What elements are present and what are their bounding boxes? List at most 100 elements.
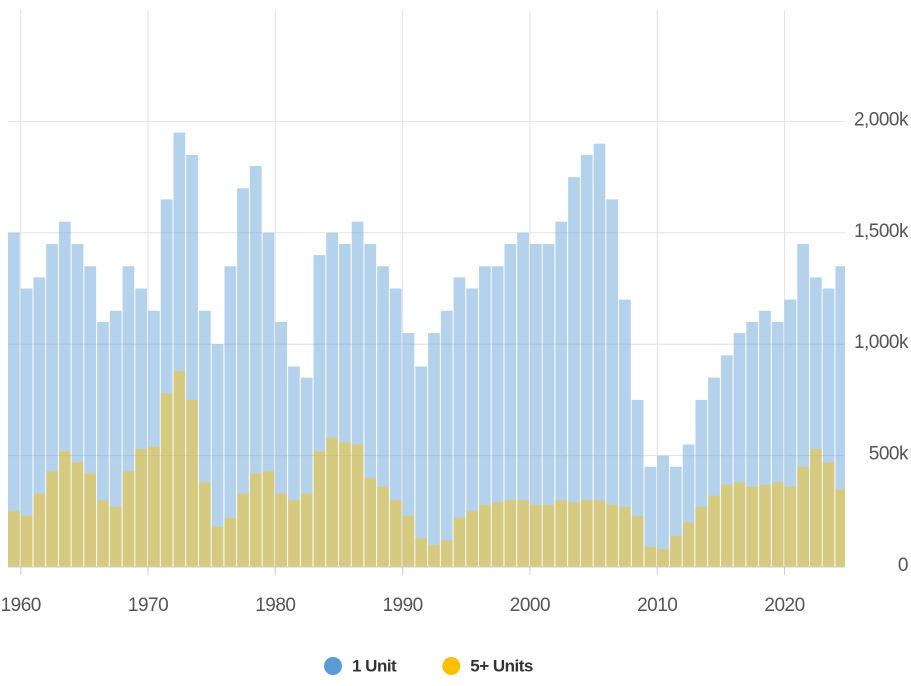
bar <box>20 288 33 567</box>
bar <box>313 451 326 567</box>
bar <box>759 310 771 567</box>
bar <box>97 321 109 567</box>
bar <box>580 154 593 567</box>
bar <box>657 549 669 567</box>
bar <box>275 321 288 567</box>
bar <box>313 255 326 567</box>
x-tick-label: 1960 <box>1 595 41 616</box>
bar <box>771 321 784 567</box>
bar <box>835 489 845 567</box>
bar <box>720 355 733 567</box>
bar <box>224 517 237 567</box>
bar <box>542 243 555 567</box>
bar <box>84 473 97 567</box>
bar <box>746 321 759 567</box>
bar <box>504 500 517 567</box>
bar <box>809 448 822 567</box>
bar <box>148 446 160 567</box>
bar <box>619 506 631 567</box>
bar <box>224 266 237 567</box>
bar <box>109 506 122 567</box>
bar <box>211 526 224 567</box>
bar <box>249 165 262 567</box>
bar <box>275 493 288 567</box>
bar <box>453 277 466 567</box>
bar <box>466 511 479 567</box>
bar <box>160 393 173 567</box>
bar <box>428 333 440 567</box>
bar <box>568 502 580 567</box>
bar <box>593 500 606 567</box>
bar <box>708 495 720 567</box>
bar <box>237 493 249 567</box>
bar <box>262 471 275 567</box>
bar <box>211 344 224 567</box>
bar <box>809 277 822 567</box>
bar <box>720 484 733 567</box>
bar <box>160 199 173 567</box>
x-tick-label: 1980 <box>255 595 295 616</box>
bar <box>479 266 491 567</box>
bar <box>695 399 708 567</box>
bar <box>529 504 542 567</box>
bar <box>580 500 593 567</box>
bar <box>822 288 835 567</box>
bar <box>262 232 275 568</box>
bar <box>33 493 46 567</box>
bar <box>822 462 835 567</box>
y-tick-label: 0 <box>898 555 908 576</box>
bar <box>338 243 351 567</box>
bar <box>338 442 351 567</box>
bar <box>237 188 249 568</box>
bar <box>364 477 377 567</box>
legend-label: 5+ Units <box>470 656 533 675</box>
bar <box>8 511 20 567</box>
x-tick-label: 2020 <box>764 595 804 616</box>
bar <box>555 500 568 567</box>
bar <box>568 177 580 567</box>
bar <box>669 466 682 567</box>
bar <box>97 500 109 567</box>
bar <box>771 482 784 567</box>
bar <box>8 232 20 568</box>
bar <box>288 500 300 567</box>
x-tick-label: 2010 <box>637 595 677 616</box>
bar <box>644 466 657 567</box>
legend-label: 1 Unit <box>352 656 397 675</box>
bar <box>402 515 415 567</box>
bar <box>453 517 466 567</box>
bar <box>631 515 644 567</box>
bar <box>733 333 746 567</box>
bar <box>173 132 186 568</box>
x-tick-label: 2000 <box>510 595 550 616</box>
bar <box>517 232 529 568</box>
bar <box>135 288 148 567</box>
bar <box>542 504 555 567</box>
bar <box>20 515 33 567</box>
bar <box>198 482 211 567</box>
bar <box>186 399 198 567</box>
bar <box>504 243 517 567</box>
y-tick-label: 2,000k <box>854 109 909 130</box>
bar <box>440 540 453 567</box>
bar <box>148 310 160 567</box>
bar <box>71 462 84 567</box>
bar <box>491 502 504 567</box>
bar <box>555 221 568 567</box>
bar <box>415 366 428 567</box>
bar <box>415 538 428 567</box>
bar <box>733 482 746 567</box>
bar <box>300 377 313 567</box>
bar <box>377 486 389 567</box>
bar <box>198 310 211 567</box>
bar <box>109 310 122 567</box>
bar <box>173 370 186 567</box>
y-tick-label: 500k <box>869 444 909 465</box>
bar <box>33 277 46 567</box>
bar <box>759 484 771 567</box>
bar <box>644 546 657 567</box>
bar <box>186 154 198 567</box>
bar <box>797 243 809 567</box>
bar <box>746 486 759 567</box>
bar <box>364 243 377 567</box>
